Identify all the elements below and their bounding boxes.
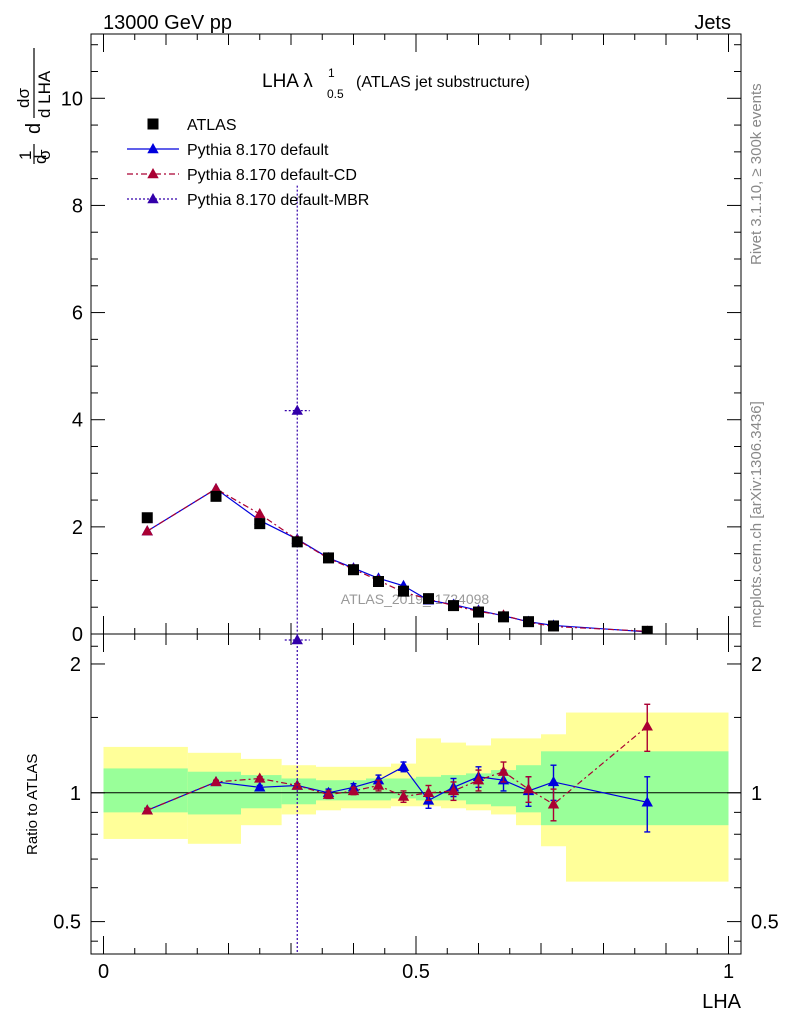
data-point-atlas [141, 512, 153, 524]
ratio-point [641, 720, 653, 731]
main-y-label: 1 d σ d dσ d LHA [14, 48, 54, 164]
ylabel-prefix: d [23, 123, 45, 134]
ratio-point [547, 798, 560, 809]
data-point-atlas [210, 490, 222, 502]
ratio-ytick-label-right: 1 [751, 783, 762, 805]
data-point-triangle [210, 482, 222, 494]
legend-entry-label: Pythia 8.170 default [187, 142, 329, 159]
data-point-atlas [548, 620, 559, 632]
data-point-atlas [373, 576, 384, 587]
ratio-point [397, 790, 410, 801]
series-line-solid [146, 488, 648, 633]
data-point-atlas [398, 585, 409, 597]
ratio-point [291, 779, 303, 790]
legend-marker-triangle [147, 143, 159, 154]
ratio-point [641, 796, 653, 807]
ylabel-dsigma: dσ [14, 88, 33, 108]
ratio-point [347, 784, 360, 796]
ratio-point [372, 779, 385, 790]
main-ytick-label: 8 [72, 195, 83, 217]
data-point-atlas [498, 611, 509, 623]
data-point-triangle [291, 404, 303, 415]
ratio-series-layer [141, 634, 653, 954]
data-point-atlas [448, 600, 459, 612]
data-point-atlas [641, 625, 653, 634]
main-ytick-label: 2 [72, 517, 83, 539]
ratio-uncertainty-bands [91, 712, 741, 882]
ratio-point [210, 775, 222, 787]
main-axis-ticks: 0 2 4 6 8 10 [61, 34, 741, 646]
ratio-ytick-label: 0.5 [53, 912, 81, 934]
ratio-xtick-label: 0 [98, 961, 109, 983]
ratio-point [141, 804, 153, 815]
ylabel-dlha: d LHA [35, 70, 54, 118]
data-point-atlas [323, 552, 334, 564]
legend: ATLAS Pythia 8.170 default Pythia 8.170 de… [127, 117, 369, 209]
side-text-top: Rivet 3.1.10, ≥ 300k events [748, 83, 765, 265]
side-text-bottom: mcplots.cern.ch [arXiv:1306.3436] [748, 401, 765, 628]
legend-marker-triangle [147, 168, 159, 179]
data-point-atlas [291, 536, 303, 548]
ratio-point [547, 775, 560, 787]
data-point-atlas [473, 606, 484, 618]
main-ytick-label: 4 [72, 410, 83, 432]
legend-entry-label: Pythia 8.170 default-CD [187, 167, 357, 184]
ratio-axis-ticks: 0 0.5 1 0.5 0.5 1 1 2 2 [53, 634, 779, 983]
ratio-point [372, 774, 385, 785]
band-inner-bin [391, 778, 416, 799]
legend-marker-triangle [147, 193, 159, 204]
ratio-point [322, 788, 335, 799]
ratio-ytick-label: 1 [70, 783, 81, 805]
legend-marker-atlas [147, 118, 159, 130]
data-point-atlas [254, 518, 266, 530]
plot-title: LHA λ 1 0.5 (ATLAS jet substructure) [262, 66, 530, 101]
band-inner-bin [103, 768, 188, 813]
legend-entry-label: Pythia 8.170 default-MBR [187, 192, 369, 209]
ratio-xtick-label: 0.5 [402, 961, 430, 983]
ratio-xtick-label: 1 [723, 961, 734, 983]
analysis-watermark: ATLAS_2019_I1724098 [341, 591, 490, 607]
legend-entry-label: ATLAS [187, 117, 237, 134]
plot-title-sup: 1 [328, 66, 335, 80]
data-point-atlas [423, 593, 434, 605]
main-ytick-label: 6 [72, 303, 83, 325]
header-left: 13000 GeV pp [103, 12, 232, 34]
ratio-point [522, 783, 535, 794]
main-ytick-label: 10 [61, 88, 83, 110]
ratio-point [422, 786, 435, 797]
ratio-point [254, 772, 266, 783]
ratio-ytick-label-right: 2 [751, 654, 762, 676]
band-inner-bin [603, 751, 729, 826]
ratio-y-label: Ratio to ATLAS [24, 754, 41, 855]
ratio-point [472, 774, 485, 785]
ratio-point [447, 784, 460, 796]
data-point-triangle [141, 525, 153, 536]
ratio-point [254, 781, 266, 792]
ylabel-one: 1 [16, 151, 35, 160]
mbr-ratio-point [291, 634, 303, 645]
main-ytick-label: 0 [72, 624, 83, 646]
header-right: Jets [694, 12, 731, 34]
ylabel-sigma: σ [35, 149, 54, 160]
ratio-point [497, 765, 510, 776]
data-point-atlas [348, 564, 359, 576]
data-point-atlas [523, 616, 534, 628]
ratio-ytick-label: 2 [70, 654, 81, 676]
x-axis-label: LHA [702, 991, 742, 1013]
series-line-dashdot [146, 488, 648, 632]
plot-title-main: LHA λ [262, 71, 313, 92]
ratio-ytick-label-right: 0.5 [751, 912, 779, 934]
plot-title-extra: (ATLAS jet substructure) [356, 74, 530, 91]
main-series-layer [141, 185, 653, 634]
data-point-triangle [254, 508, 266, 519]
ratio-point [397, 760, 410, 772]
plot-title-sub: 0.5 [327, 87, 344, 101]
ylabel-d: d [31, 155, 50, 164]
